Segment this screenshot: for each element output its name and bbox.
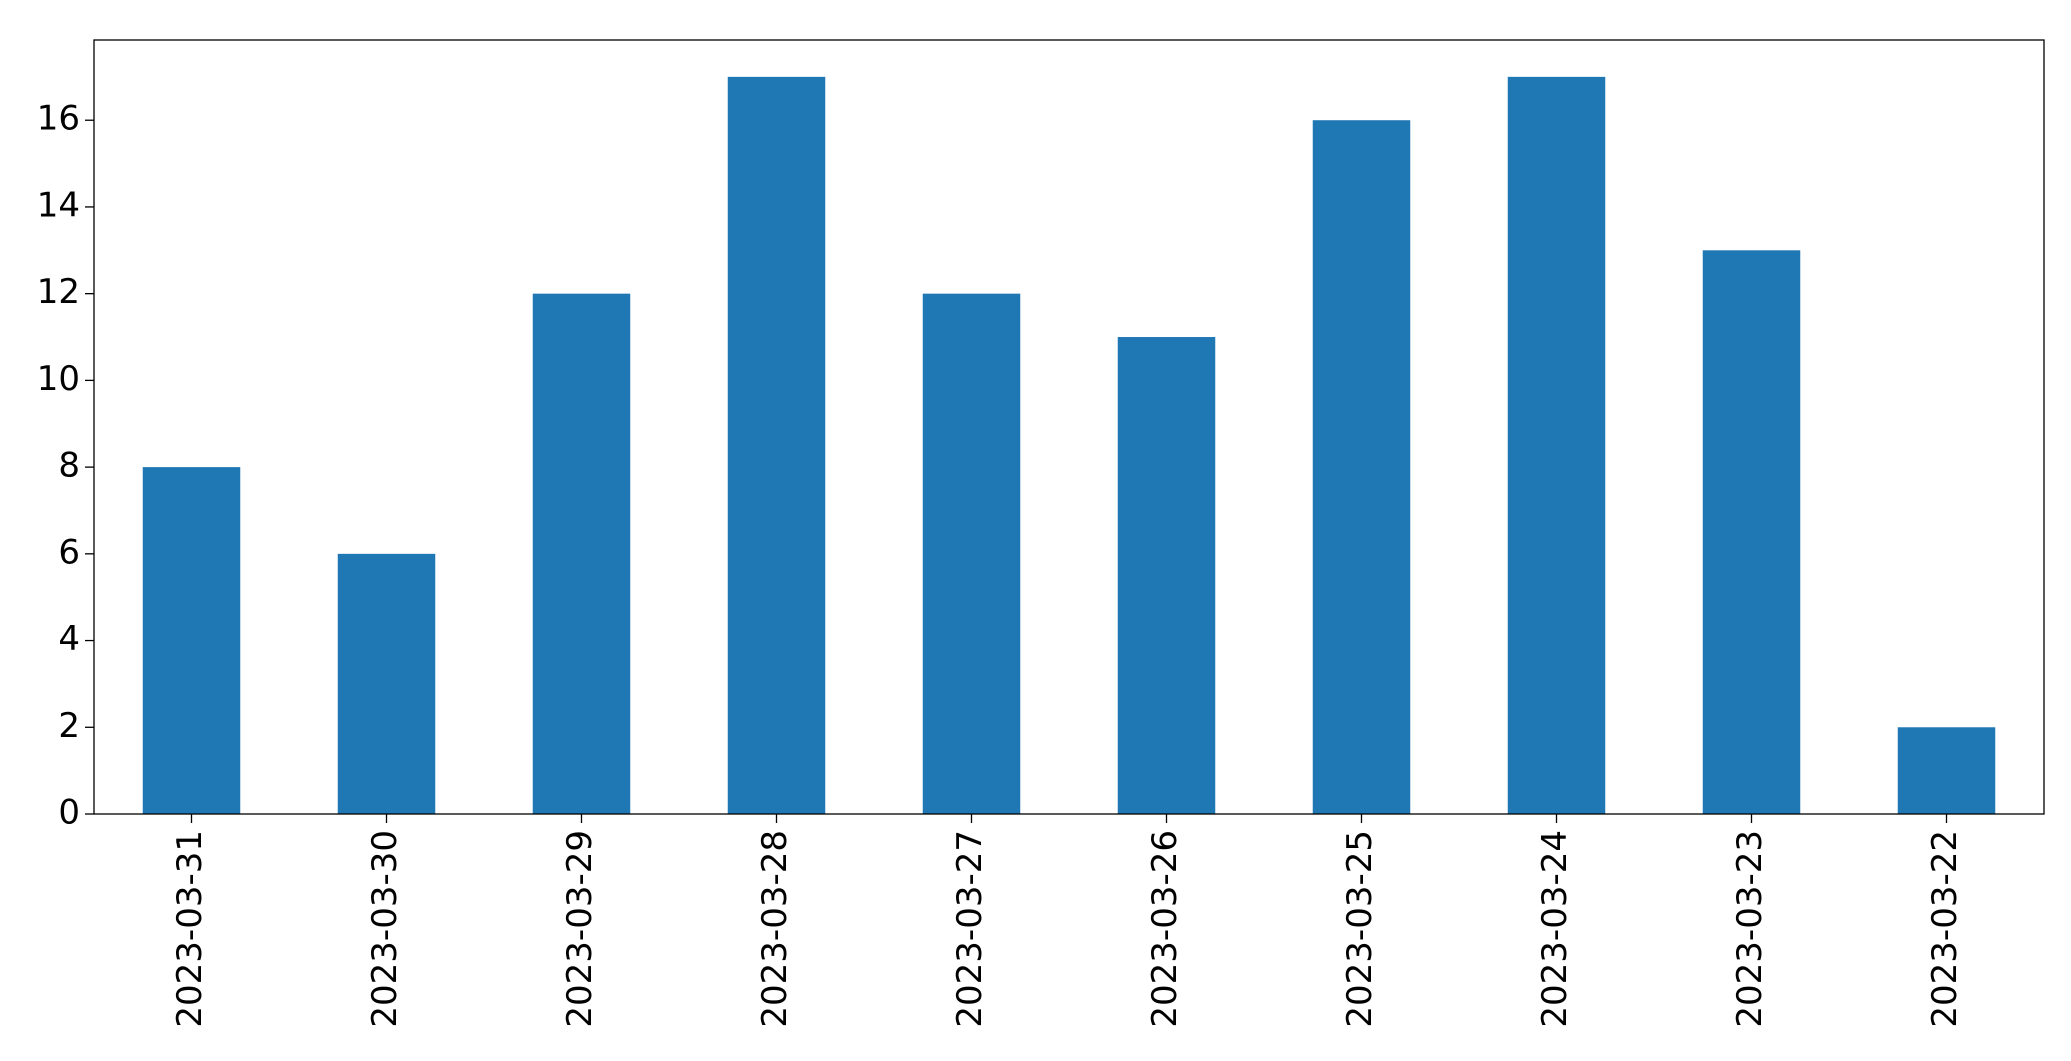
x-tick-label: 2023-03-23: [1730, 830, 1770, 1028]
bar: [1897, 727, 1996, 814]
x-tick-label: 2023-03-30: [365, 830, 405, 1028]
bar: [922, 293, 1021, 814]
bar: [142, 467, 241, 814]
bar: [1702, 250, 1801, 815]
y-tick-label: 12: [37, 272, 80, 312]
bar: [337, 553, 436, 814]
bar: [1312, 120, 1411, 814]
y-tick-label: 8: [58, 446, 80, 486]
bar: [1507, 76, 1606, 815]
plot-frame: [93, 39, 2045, 815]
x-tick-label: 2023-03-31: [170, 830, 210, 1028]
x-tick-label: 2023-03-28: [755, 830, 795, 1028]
y-tick-label: 4: [58, 619, 80, 659]
x-tick-label: 2023-03-25: [1340, 830, 1380, 1028]
y-tick-label: 2: [58, 706, 80, 746]
bar: [532, 293, 631, 814]
y-tick-label: 6: [58, 532, 80, 572]
x-tick-label: 2023-03-29: [560, 830, 600, 1028]
x-tick-label: 2023-03-24: [1535, 830, 1575, 1028]
x-tick-label: 2023-03-26: [1145, 830, 1185, 1028]
bar: [727, 76, 826, 815]
y-tick-label: 16: [37, 99, 80, 139]
x-tick-label: 2023-03-22: [1925, 830, 1965, 1028]
bar: [1117, 337, 1216, 814]
y-tick-label: 0: [58, 793, 80, 833]
y-tick-label: 14: [37, 185, 80, 225]
y-tick-label: 10: [37, 359, 80, 399]
x-tick-label: 2023-03-27: [950, 830, 990, 1028]
